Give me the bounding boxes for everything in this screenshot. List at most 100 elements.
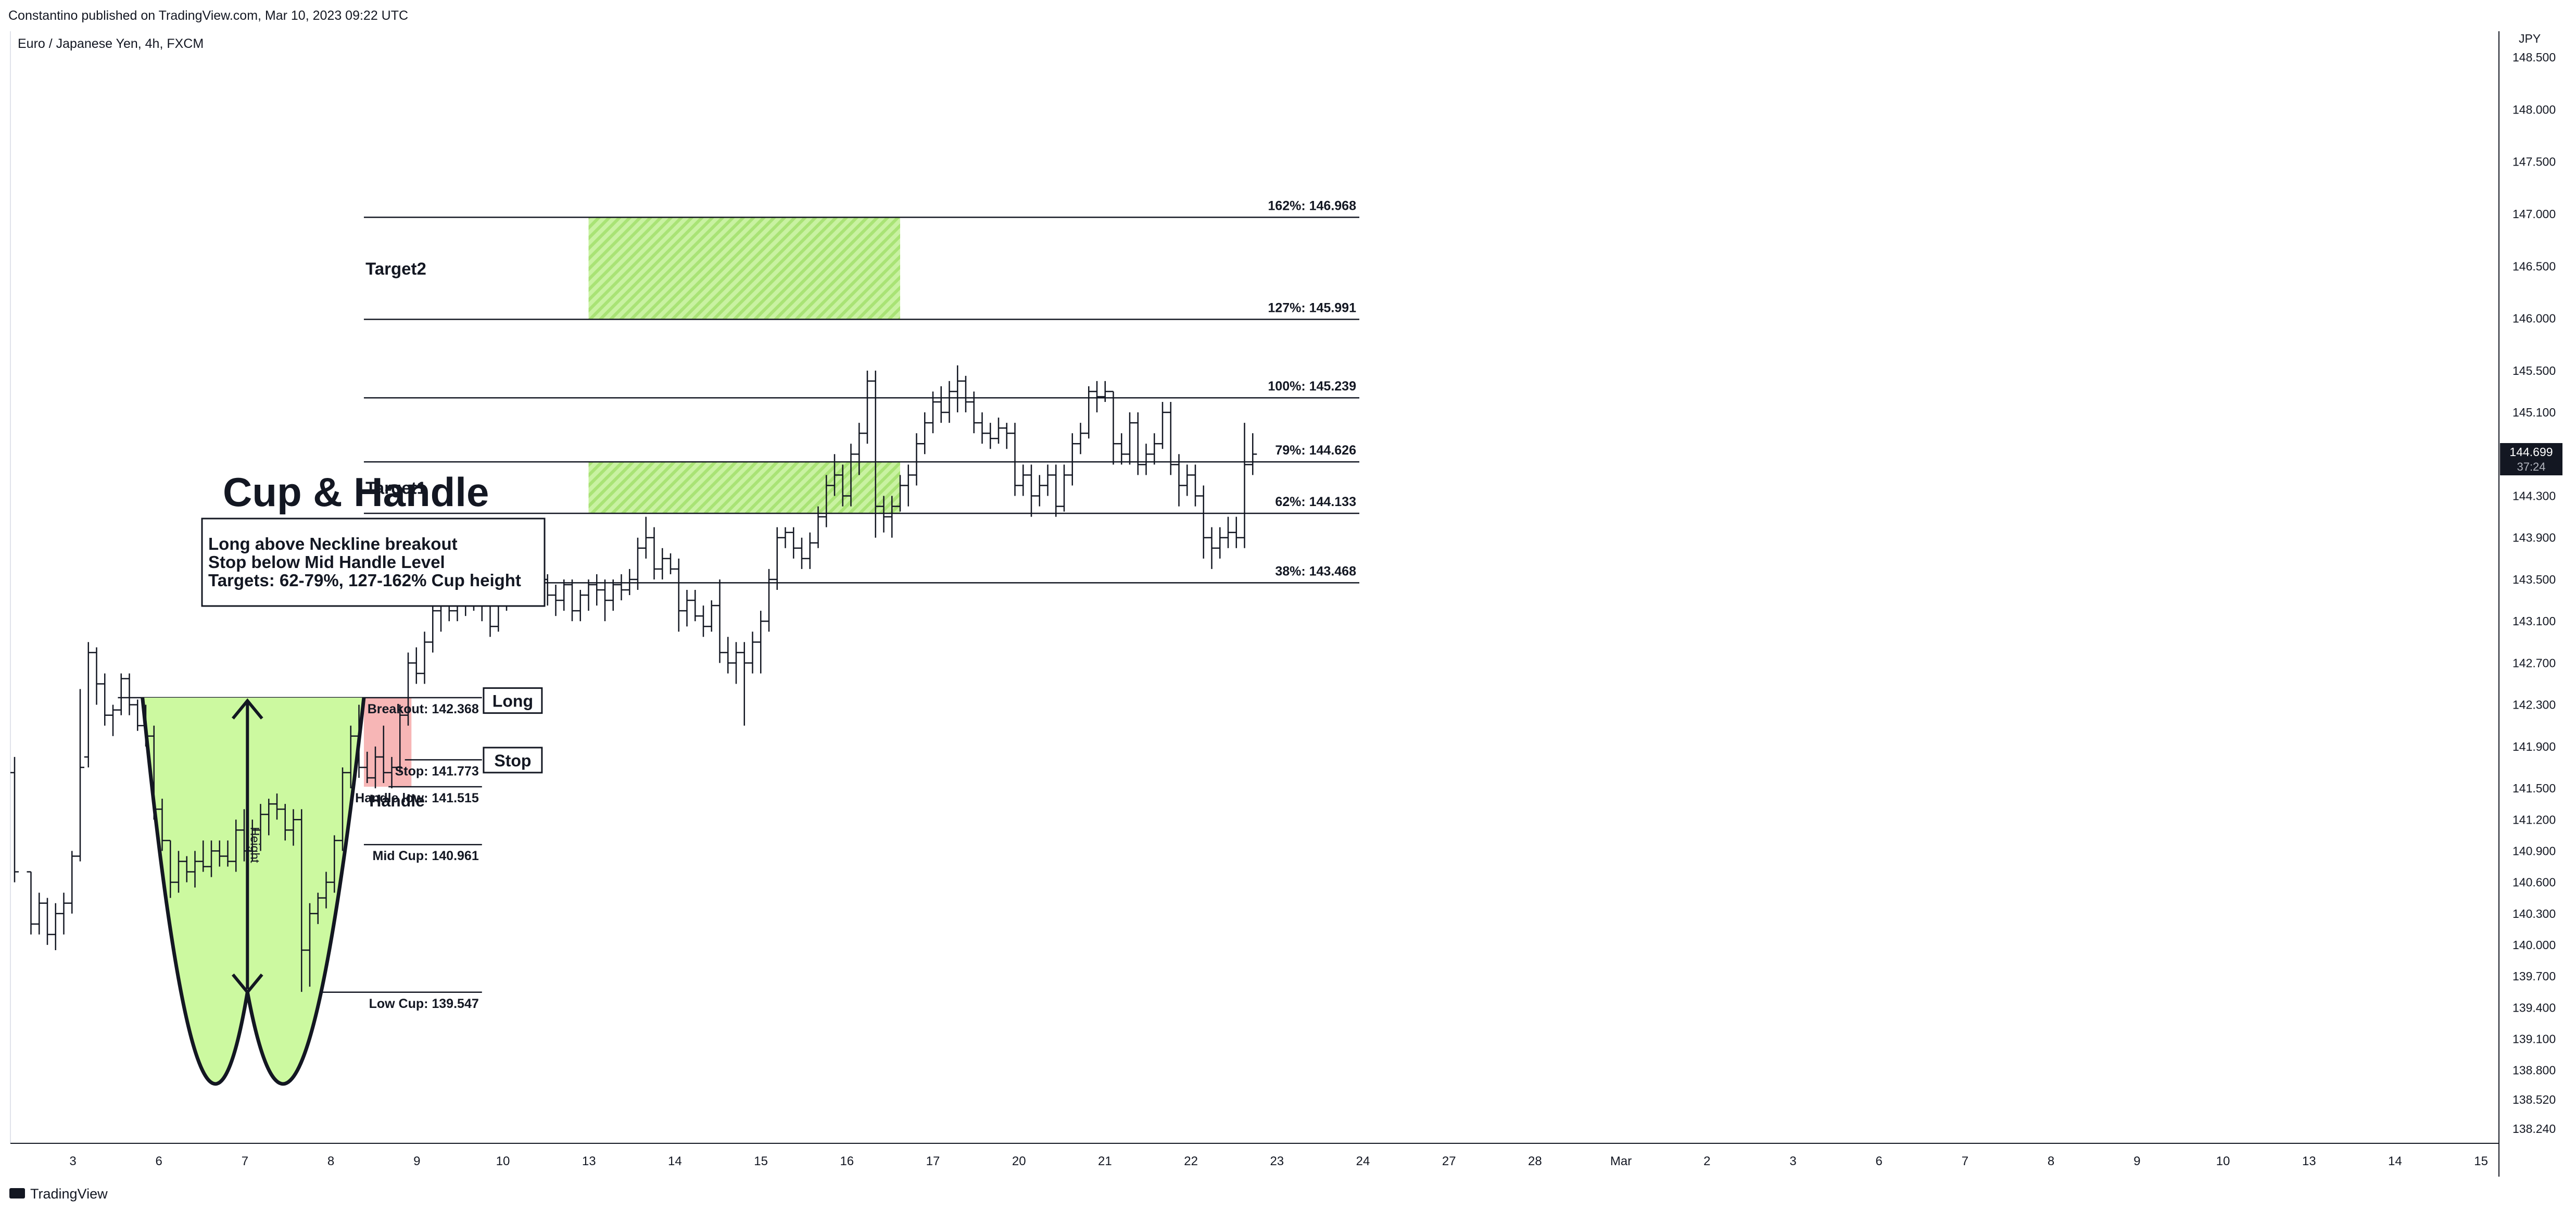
y-tick-label: 138.520 [2512, 1093, 2556, 1106]
publisher-caption: Constantino published on TradingView.com… [8, 8, 408, 23]
x-tick-label: 15 [754, 1154, 768, 1168]
x-tick-label: 7 [242, 1154, 248, 1168]
y-tick-label: 145.100 [2512, 406, 2556, 419]
level-label-2: 100%: 145.239 [1268, 379, 1356, 394]
x-tick-label: 13 [582, 1154, 596, 1168]
x-tick-label: 7 [1962, 1154, 1968, 1168]
level-label-3: 79%: 144.626 [1275, 443, 1356, 458]
height-label: Height [247, 827, 261, 863]
y-tick-label: 146.500 [2512, 259, 2556, 273]
height-arrow-top [231, 698, 263, 720]
tag-label-long: Long [493, 692, 533, 711]
last-price-value: 144.699 [2509, 445, 2553, 459]
info-line-2: Stop below Mid Handle Level [208, 552, 445, 572]
x-tick-label: 9 [2133, 1154, 2140, 1168]
x-tick-label: 9 [413, 1154, 420, 1168]
info-line-1: Long above Neckline breakout [208, 534, 458, 553]
price-axis[interactable]: 148.500 148.000 147.500 147.000 146.500 146.0… [2512, 51, 2556, 1136]
time-axis[interactable]: 3 6 7 8 9 10 13 14 15 16 17 20 21 22 23 24 27 28 Mar 2 3 6 7 8 9… [69, 1154, 2488, 1168]
level-label-8: Handle low: 141.515 [355, 791, 479, 805]
currency-label: JPY [2519, 32, 2541, 45]
x-tick-label: Mar [1610, 1154, 1632, 1168]
y-tick-label: 148.000 [2512, 103, 2556, 116]
tradingview-brand: TradingView [30, 1186, 108, 1202]
level-label-5: 38%: 143.468 [1275, 564, 1356, 578]
tag-label-stop: Stop [494, 751, 531, 770]
x-tick-label: 22 [1184, 1154, 1198, 1168]
y-tick-label: 145.500 [2512, 364, 2556, 377]
y-tick-label: 143.500 [2512, 573, 2556, 586]
info-box [201, 518, 546, 607]
y-tick-label: 143.100 [2512, 614, 2556, 628]
x-tick-label: 27 [1442, 1154, 1456, 1168]
y-tick-label: 140.000 [2512, 938, 2556, 952]
tradingview-logo-icon [9, 1188, 25, 1199]
y-tick-label: 147.000 [2512, 207, 2556, 221]
y-tick-label: 146.000 [2512, 312, 2556, 325]
y-tick-label: 147.500 [2512, 155, 2556, 169]
x-tick-label: 14 [2388, 1154, 2402, 1168]
x-tick-label: 3 [69, 1154, 76, 1168]
y-tick-label: 141.500 [2512, 781, 2556, 795]
tradingview-logo[interactable]: TradingView [9, 1186, 108, 1202]
y-tick-label: 142.700 [2512, 656, 2556, 670]
cup-shape: Height [141, 697, 366, 1086]
y-tick-label: 144.300 [2512, 489, 2556, 503]
x-tick-label: 14 [668, 1154, 682, 1168]
y-tick-label: 141.900 [2512, 740, 2556, 753]
level-label-7: Stop: 141.773 [395, 764, 479, 778]
x-tick-label: 21 [1098, 1154, 1112, 1168]
target-zone-2 [588, 462, 900, 514]
cup-fill [142, 697, 364, 1084]
y-tick-label: 140.300 [2512, 907, 2556, 920]
x-tick-label: 28 [1528, 1154, 1542, 1168]
level-label-1: 127%: 145.991 [1268, 300, 1356, 315]
x-tick-label: 13 [2302, 1154, 2316, 1168]
y-tick-label: 139.400 [2512, 1001, 2556, 1014]
y-tick-label: 143.900 [2512, 531, 2556, 545]
x-tick-label: 15 [2474, 1154, 2488, 1168]
level-label-4: 62%: 144.133 [1275, 495, 1356, 509]
y-tick-label: 148.500 [2512, 51, 2556, 64]
y-tick-label: 140.900 [2512, 844, 2556, 857]
x-tick-label: 3 [1789, 1154, 1796, 1168]
handle-zone [363, 697, 412, 787]
level-label-9: Mid Cup: 140.961 [373, 849, 479, 863]
height-arrow-bottom [231, 973, 263, 995]
shaded-zones [363, 217, 900, 787]
handle-label: Handle [369, 791, 425, 810]
y-tick-label: 139.700 [2512, 969, 2556, 983]
tag-box-long [483, 687, 543, 714]
x-tick-label: 10 [496, 1154, 510, 1168]
level-label-0: 162%: 146.968 [1268, 198, 1356, 213]
ohlc-bars [10, 365, 1257, 992]
y-tick-label: 138.240 [2512, 1122, 2556, 1136]
x-tick-label: 16 [840, 1154, 854, 1168]
y-tick-label: 142.300 [2512, 698, 2556, 712]
last-price-badge [2500, 443, 2562, 475]
x-tick-label: 8 [327, 1154, 334, 1168]
x-tick-label: 10 [2216, 1154, 2230, 1168]
target-zone-1 [588, 217, 900, 320]
symbol-title[interactable]: Euro / Japanese Yen, 4h, FXCM [18, 36, 204, 51]
x-tick-label: 6 [1876, 1154, 1883, 1168]
x-tick-label: 24 [1356, 1154, 1370, 1168]
level-label-10: Low Cup: 139.547 [369, 996, 479, 1011]
x-tick-label: 2 [1703, 1154, 1710, 1168]
bar-countdown: 37:24 [2517, 460, 2545, 473]
y-tick-label: 140.600 [2512, 876, 2556, 889]
x-tick-label: 17 [926, 1154, 940, 1168]
level-label-6: Breakout: 142.368 [368, 702, 479, 716]
tag-box-stop [483, 747, 543, 774]
y-tick-label: 141.200 [2512, 813, 2556, 826]
info-line-3: Targets: 62-79%, 127-162% Cup height [208, 571, 521, 590]
y-tick-label: 139.100 [2512, 1032, 2556, 1045]
x-tick-label: 20 [1012, 1154, 1026, 1168]
level-labels: Target2 Target1 Handle 162%: 146.968 127%: 1… [355, 198, 1356, 1011]
x-tick-label: 8 [2048, 1154, 2054, 1168]
chart-title: Cup & Handle [223, 469, 489, 515]
x-tick-label: 23 [1270, 1154, 1284, 1168]
x-tick-label: 6 [156, 1154, 162, 1168]
target-label-1: Target2 [365, 259, 426, 278]
